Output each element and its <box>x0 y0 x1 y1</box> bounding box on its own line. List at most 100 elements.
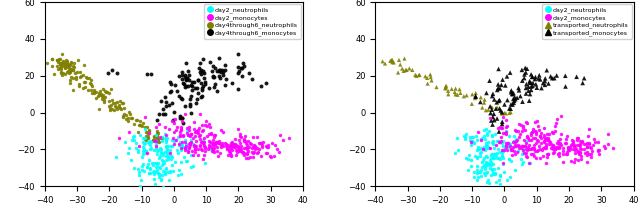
Point <box>552 74 562 77</box>
Point <box>504 134 514 137</box>
Point <box>504 144 514 147</box>
Point <box>564 149 574 152</box>
Point <box>500 147 510 150</box>
Point <box>107 68 117 72</box>
Point <box>550 147 560 151</box>
Point <box>56 64 66 67</box>
Point <box>412 74 422 78</box>
Point <box>158 113 168 116</box>
Point <box>577 140 587 144</box>
Point <box>157 136 168 140</box>
Point <box>479 98 490 101</box>
Point <box>461 132 471 136</box>
Point <box>189 80 200 84</box>
Point <box>208 75 218 79</box>
Point <box>208 142 218 145</box>
Point <box>134 170 145 174</box>
Point <box>104 105 115 108</box>
Point <box>129 138 140 142</box>
Point <box>184 146 195 150</box>
Point <box>410 73 420 77</box>
Point <box>472 178 482 182</box>
Point <box>195 61 205 65</box>
Point <box>542 132 552 136</box>
Point <box>492 140 502 143</box>
Point <box>388 61 399 64</box>
Point <box>186 83 196 87</box>
Point <box>252 151 262 155</box>
Point <box>206 132 216 136</box>
Point <box>561 141 572 144</box>
Point <box>506 91 516 94</box>
Point <box>166 89 177 92</box>
Point <box>197 94 207 98</box>
Point <box>135 123 145 126</box>
Point <box>140 131 150 134</box>
Point <box>575 139 585 143</box>
Point <box>154 140 164 144</box>
Point <box>149 177 159 181</box>
Point <box>508 146 518 149</box>
Point <box>158 154 168 157</box>
Point <box>140 137 150 141</box>
Point <box>152 135 162 139</box>
Point <box>176 125 186 129</box>
Point <box>250 144 260 147</box>
Legend: day2_neutrophils, day2_monocytes, day4through6_neutrophils, day4through6_monocyt: day2_neutrophils, day2_monocytes, day4th… <box>204 4 301 39</box>
Point <box>472 149 483 152</box>
Point <box>211 67 221 70</box>
Point <box>152 138 163 141</box>
Point <box>138 152 148 156</box>
Point <box>242 143 252 147</box>
Point <box>241 153 252 156</box>
Point <box>246 77 257 81</box>
Point <box>173 143 184 146</box>
Point <box>502 141 513 145</box>
Point <box>517 162 527 165</box>
Point <box>180 142 191 146</box>
Point <box>239 64 249 68</box>
Point <box>165 171 175 174</box>
Point <box>509 134 519 137</box>
Point <box>545 140 555 144</box>
Point <box>495 157 506 161</box>
Point <box>461 94 472 97</box>
Point <box>176 129 186 132</box>
Point <box>162 151 172 154</box>
Point <box>154 166 164 170</box>
Point <box>575 152 585 155</box>
Point <box>473 130 483 133</box>
Point <box>440 86 451 89</box>
Point <box>249 145 259 149</box>
Point <box>144 130 154 133</box>
Point <box>498 140 508 143</box>
Point <box>136 178 146 182</box>
Point <box>497 120 508 123</box>
Point <box>497 112 507 115</box>
Point <box>190 150 200 153</box>
Point <box>207 146 217 150</box>
Point <box>161 138 172 142</box>
Point <box>493 140 503 143</box>
Point <box>494 179 504 182</box>
Point <box>547 144 557 148</box>
Point <box>183 133 193 136</box>
Point <box>527 130 537 134</box>
Point <box>177 148 187 152</box>
Point <box>476 138 486 141</box>
Point <box>146 72 156 76</box>
Point <box>209 150 219 154</box>
Point <box>161 105 171 108</box>
Point <box>119 112 129 116</box>
Point <box>58 71 68 74</box>
Point <box>223 144 234 147</box>
Point <box>205 140 215 144</box>
Point <box>476 168 486 172</box>
Point <box>547 76 557 80</box>
Point <box>186 153 196 156</box>
Point <box>184 145 194 149</box>
Point <box>567 143 577 146</box>
Point <box>207 150 218 153</box>
Point <box>207 149 217 153</box>
Point <box>547 130 557 134</box>
